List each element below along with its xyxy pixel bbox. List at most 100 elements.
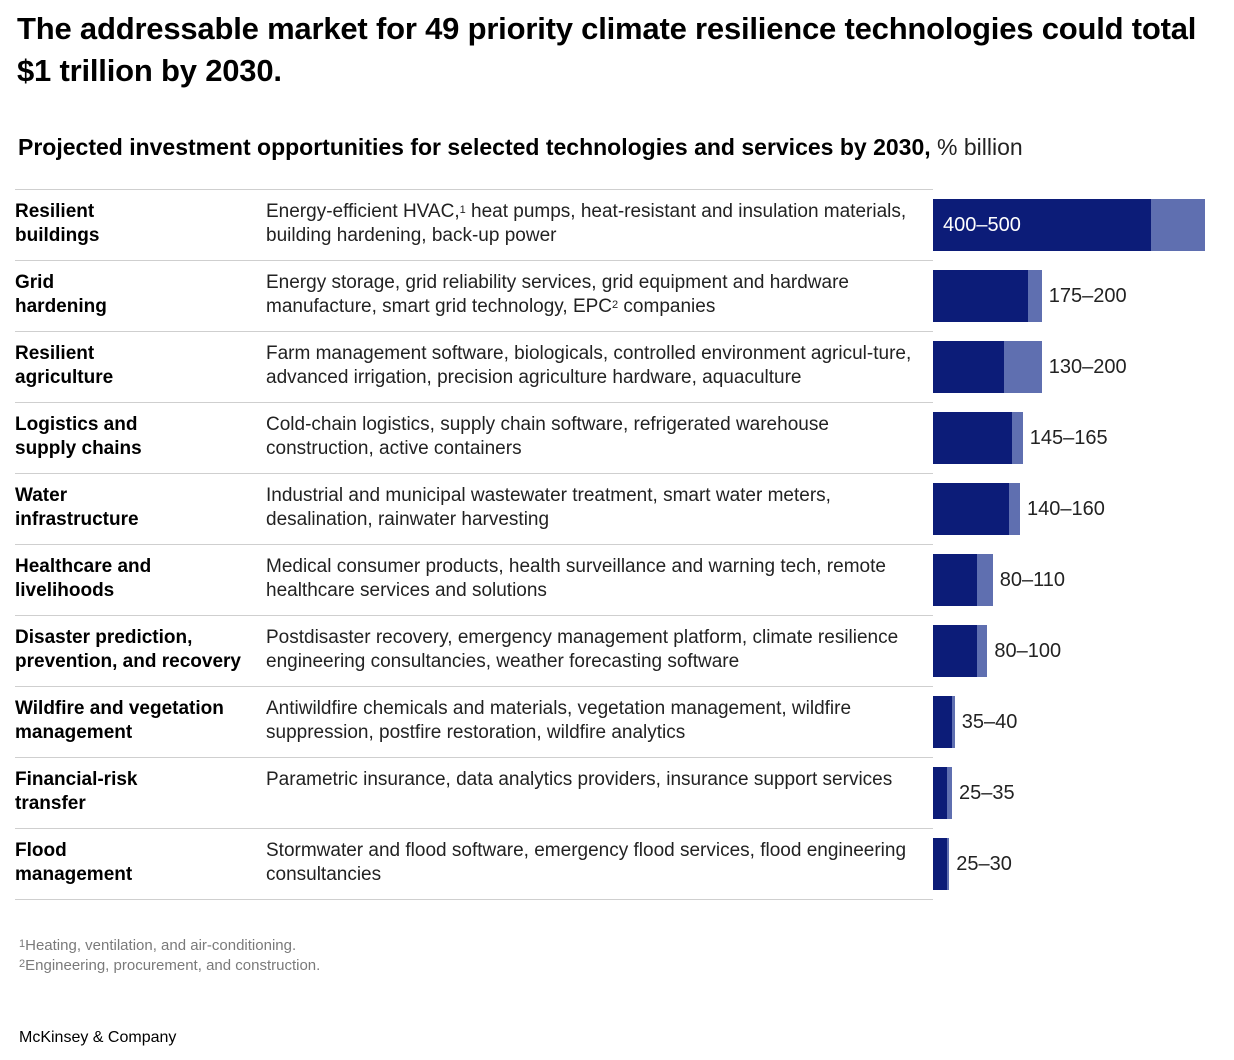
row-divider — [15, 828, 933, 829]
table-row: Healthcare and livelihoods Medical consume… — [0, 544, 1234, 615]
row-divider — [15, 189, 933, 190]
category-label: Healthcare and livelihoods — [15, 555, 260, 603]
bar-low-range — [933, 412, 1012, 464]
category-label-line: Wildfire and vegetation — [15, 698, 224, 719]
row-divider — [15, 331, 933, 332]
category-label-line: supply chains — [15, 438, 142, 459]
description-part: Energy-efficient HVAC, — [266, 201, 460, 222]
description-part: Medical consumer products, health survei… — [266, 556, 886, 601]
category-label: Disaster prediction, prevention, and reco… — [15, 626, 260, 674]
category-label-line: prevention, and recovery — [15, 651, 241, 672]
footnote-2-text: Engineering, procurement, and constructi… — [25, 957, 321, 974]
category-label: Wildfire and vegetation management — [15, 697, 260, 745]
category-label-line: Resilient — [15, 201, 95, 222]
value-label: 25–35 — [959, 782, 1015, 804]
category-label-line: management — [15, 722, 133, 743]
description-text: Antiwildfire chemicals and materials, ve… — [266, 697, 926, 745]
value-label: 130–200 — [1048, 356, 1127, 378]
description-part: Energy storage, grid reliability service… — [266, 272, 849, 317]
description-text: Parametric insurance, data analytics pro… — [266, 768, 926, 792]
table-row: Grid hardening Energy storage, grid reliab… — [0, 260, 1234, 331]
description-part: Industrial and municipal wastewater trea… — [266, 485, 831, 530]
row-divider — [15, 402, 933, 403]
value-label: 35–40 — [961, 711, 1018, 733]
description-part: Postdisaster recovery, emergency managem… — [266, 627, 899, 672]
description-part: Antiwildfire chemicals and materials, ve… — [266, 698, 852, 743]
category-label: Grid hardening — [15, 271, 260, 319]
category-label-line: infrastructure — [15, 509, 139, 530]
footnote-2-mark: 2 — [19, 958, 26, 970]
description-text: Postdisaster recovery, emergency managem… — [266, 626, 926, 674]
table-row: Financial-risk transfer Parametric insuran… — [0, 757, 1234, 828]
description-text: Farm management software, biologicals, c… — [266, 342, 926, 390]
row-divider — [15, 686, 933, 687]
table-row: Resilient agriculture Farm management soft… — [0, 331, 1234, 402]
category-label-line: transfer — [15, 793, 86, 814]
footnote-1: 1Heating, ventilation, and air-condition… — [19, 936, 296, 956]
description-part: Farm management software, biologicals, c… — [266, 343, 912, 388]
category-label-line: Financial-risk — [15, 769, 138, 790]
source-label: McKinsey & Company — [19, 1029, 177, 1046]
table-row: Disaster prediction, prevention, and reco… — [0, 615, 1234, 686]
description-text: Cold-chain logistics, supply chain softw… — [266, 413, 926, 461]
bar-low-range — [933, 838, 947, 890]
category-label-line: Grid — [15, 272, 55, 293]
category-label: Resilient agriculture — [15, 342, 260, 390]
row-divider — [15, 757, 933, 758]
value-label: 25–30 — [956, 853, 1012, 875]
value-label: 400–500 — [943, 214, 1021, 236]
value-label: 80–100 — [994, 640, 1062, 662]
description-text: Medical consumer products, health survei… — [266, 555, 926, 603]
row-divider — [15, 473, 933, 474]
bar-low-range — [933, 270, 1029, 322]
chart-table: Resilient buildings Energy-efficient HVAC,… — [0, 189, 1234, 900]
value-label: 145–165 — [1029, 427, 1108, 449]
category-label: Flood management — [15, 839, 260, 887]
row-divider — [15, 899, 933, 900]
description-part: Parametric insurance, data analytics pro… — [266, 769, 893, 790]
table-row: Resilient buildings Energy-efficient HVAC,… — [0, 189, 1234, 260]
category-label: Resilient buildings — [15, 200, 260, 248]
footnote-mark: 1 — [459, 204, 466, 216]
subtitle-unit: % billion — [937, 134, 1023, 160]
footnote-mark: 2 — [612, 299, 619, 311]
chart-subtitle: Projected investment opportunities for s… — [18, 130, 1023, 164]
category-label-line: Water — [15, 485, 68, 506]
table-row: Wildfire and vegetation management Antiwil… — [0, 686, 1234, 757]
bar-low-range — [933, 625, 977, 677]
category-label-line: buildings — [15, 225, 100, 246]
category-label-line: Disaster prediction, — [15, 627, 193, 648]
description-text: Stormwater and flood software, emergency… — [266, 839, 926, 887]
category-label-line: Healthcare and — [15, 556, 152, 577]
chart-title: The addressable market for 49 priority c… — [17, 11, 1197, 88]
table-row: Flood management Stormwater and flood soft… — [0, 828, 1234, 899]
bar-low-range — [933, 554, 977, 606]
table-row: Logistics and supply chains Cold-chain log… — [0, 402, 1234, 473]
category-label-line: hardening — [15, 296, 107, 317]
description-part: Stormwater and flood software, emergency… — [266, 840, 907, 885]
bar-low-range — [933, 483, 1010, 535]
table-row: Water infrastructure Industrial and munici… — [0, 473, 1234, 544]
description-part: companies — [618, 296, 716, 317]
category-label-line: management — [15, 864, 133, 885]
category-label-line: livelihoods — [15, 580, 115, 601]
description-text: Energy-efficient HVAC,1 heat pumps, heat… — [266, 200, 926, 248]
category-label-line: Resilient — [15, 343, 95, 364]
subtitle-main: Projected investment opportunities for s… — [18, 134, 931, 160]
description-part: Cold-chain logistics, supply chain softw… — [266, 414, 829, 459]
category-label: Water infrastructure — [15, 484, 260, 532]
bar-low-range — [933, 767, 947, 819]
description-text: Energy storage, grid reliability service… — [266, 271, 926, 319]
value-label: 175–200 — [1048, 285, 1127, 307]
description-text: Industrial and municipal wastewater trea… — [266, 484, 926, 532]
value-label: 140–160 — [1027, 498, 1105, 520]
footnote-1-text: Heating, ventilation, and air-conditioni… — [25, 937, 297, 954]
bar-low-range — [933, 341, 1004, 393]
row-divider — [15, 544, 933, 545]
row-divider — [15, 260, 933, 261]
category-label-line: agriculture — [15, 367, 114, 388]
bar-low-range — [933, 696, 952, 748]
footnote-2: 2Engineering, procurement, and construct… — [19, 956, 320, 976]
category-label-line: Logistics and — [15, 414, 138, 435]
category-label: Financial-risk transfer — [15, 768, 260, 816]
